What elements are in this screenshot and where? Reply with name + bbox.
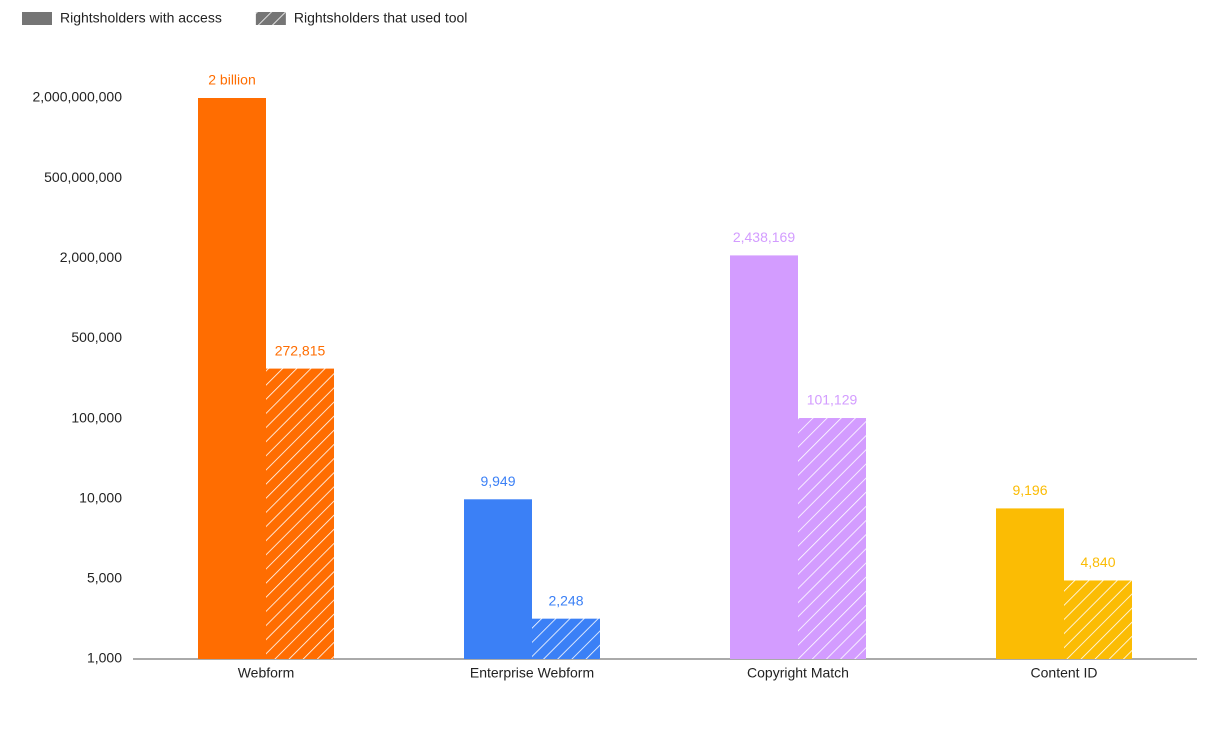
y-tick-label: 500,000,000	[44, 169, 122, 185]
bar	[198, 98, 266, 659]
value-label: 2,248	[548, 592, 583, 608]
bar	[266, 368, 334, 659]
value-label: 2,438,169	[733, 229, 795, 245]
y-tick-label: 10,000	[79, 489, 122, 505]
value-label: 9,949	[480, 473, 515, 489]
legend-label: Rightsholders that used tool	[294, 10, 468, 26]
y-tick-label: 2,000,000	[60, 249, 122, 265]
bar	[1064, 580, 1132, 659]
y-tick-label: 100,000	[71, 409, 122, 425]
y-tick-label: 2,000,000,000	[32, 89, 122, 105]
bar	[798, 418, 866, 659]
y-tick-label: 1,000	[87, 650, 122, 666]
value-label: 101,129	[807, 392, 858, 408]
bar	[532, 618, 600, 659]
x-tick-label: Enterprise Webform	[470, 665, 594, 681]
legend-swatch	[255, 12, 286, 25]
bar	[996, 508, 1064, 659]
bar	[730, 255, 798, 659]
x-tick-label: Copyright Match	[747, 665, 849, 681]
bar	[464, 499, 532, 659]
x-tick-label: Webform	[238, 665, 295, 681]
value-label: 2 billion	[208, 72, 255, 88]
value-label: 4,840	[1080, 554, 1115, 570]
y-tick-label: 500,000	[71, 329, 122, 345]
legend-label: Rightsholders with access	[60, 10, 222, 26]
value-label: 9,196	[1012, 482, 1047, 498]
value-label: 272,815	[275, 342, 326, 358]
x-tick-label: Content ID	[1031, 665, 1098, 681]
y-tick-label: 5,000	[87, 570, 122, 586]
legend-swatch	[22, 12, 52, 25]
